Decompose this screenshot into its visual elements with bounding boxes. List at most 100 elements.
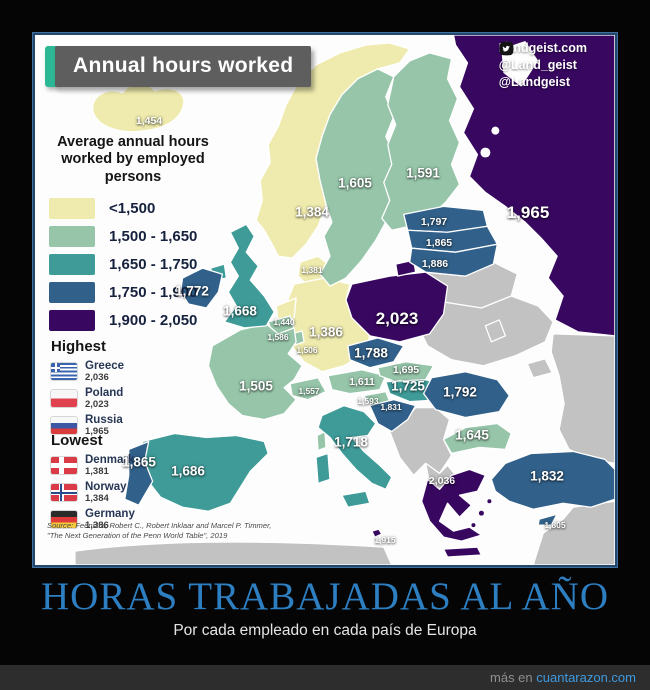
social-handles: Landgeist.com @Land_geist @Landgeist	[499, 41, 587, 92]
greek-island	[478, 510, 484, 516]
rank-value: 1,381	[85, 466, 109, 478]
legend-title: Average annual hours worked by employed …	[57, 134, 209, 185]
highest-title: Highest	[51, 338, 107, 355]
norway-flag	[51, 484, 77, 502]
value-label-norway: 1,384	[295, 204, 329, 220]
value-label-lithuania: 1,886	[421, 258, 449, 270]
source-note: Source: Feenstra, Robert C., Robert Inkl…	[47, 521, 271, 541]
legend-swatch	[49, 198, 95, 220]
value-label-ireland: 1,772	[175, 283, 209, 299]
rank-country: Norway	[85, 481, 127, 494]
greek-island	[471, 523, 476, 528]
country-finland	[381, 52, 461, 231]
value-label-greece: 2,036	[428, 475, 456, 487]
country-lithuania	[409, 243, 498, 277]
legend-label: 1,900 - 2,050	[109, 312, 198, 330]
country-iceland	[92, 82, 185, 133]
value-label-denmark: 1,381	[301, 265, 323, 275]
value-label-romania: 1,792	[443, 384, 477, 400]
rank-row-norway: Norway 1,384	[51, 481, 181, 504]
value-label-belgium: 1,586	[267, 332, 289, 342]
value-label-united-kingdom: 1,668	[223, 303, 257, 319]
poland-flag	[51, 390, 77, 408]
value-label-luxembourg: 1,506	[296, 345, 318, 355]
rank-value: 1,386	[85, 520, 109, 532]
rank-value: 1,965	[85, 426, 109, 438]
rank-value: 2,036	[85, 372, 109, 384]
footer-site-link[interactable]: cuantarazon.com	[536, 670, 636, 685]
country-ireland	[179, 267, 224, 309]
value-label-slovakia: 1,695	[392, 364, 420, 376]
region-middle-east	[532, 500, 615, 565]
legend-label: 1,500 - 1,650	[109, 228, 198, 246]
value-label-portugal: 1,865	[122, 454, 156, 470]
teal-accent-bar	[45, 46, 58, 87]
germany-flag	[51, 511, 77, 529]
value-label-switzerland: 1,557	[298, 386, 320, 396]
infographic-card: Annual hours worked Landgeist.com @Land_g…	[33, 33, 617, 567]
value-label-spain: 1,686	[171, 463, 205, 479]
value-label-turkey: 1,832	[530, 468, 564, 484]
lowest-title: Lowest	[51, 432, 103, 449]
country-france	[207, 323, 303, 421]
europe-map	[74, 35, 615, 565]
value-label-poland: 2,023	[375, 309, 419, 328]
social-handle: Landgeist.com	[498, 41, 587, 55]
rank-row-russia: Russia 1,965	[51, 414, 181, 437]
value-label-france: 1,505	[239, 378, 273, 394]
value-label-germany: 1,386	[309, 324, 343, 340]
rank-country: Greece	[85, 360, 125, 372]
country-italy	[317, 404, 393, 490]
country-romania	[422, 371, 510, 419]
legend-swatch	[49, 310, 95, 332]
lake-onega	[491, 126, 500, 135]
region-crimea	[526, 358, 553, 379]
value-label-netherlands: 1,440	[273, 317, 295, 327]
russia-flag	[51, 417, 77, 435]
rank-value: 1,384	[85, 493, 109, 505]
rank-row-denmark: Denmark 1,381	[51, 454, 181, 477]
country-netherlands	[275, 297, 297, 323]
country-switzerland	[289, 377, 327, 401]
greek-island	[487, 499, 492, 504]
rank-country: Germany	[85, 508, 135, 521]
island-crete	[442, 546, 483, 558]
twitter-icon	[499, 41, 514, 56]
legend-item: <1,500	[49, 198, 217, 220]
meme-title[interactable]: HORAS TRABAJADAS AL AÑO	[40, 575, 609, 618]
rank-country: Russia	[85, 414, 123, 427]
social-row: @Land_geist	[498, 41, 587, 72]
value-label-malta: 1,915	[374, 535, 396, 545]
value-label-hungary: 1,725	[391, 378, 425, 394]
value-label-estonia: 1,797	[420, 216, 448, 228]
legend-item: 1,750 - 1,900	[49, 282, 217, 304]
legend-swatch	[49, 254, 95, 276]
value-label-cyprus: 1,805	[544, 520, 566, 530]
legend-item: 1,900 - 2,050	[49, 310, 217, 332]
country-spain	[140, 432, 269, 512]
region-caucasus	[550, 333, 615, 465]
legend-label: 1,650 - 1,750	[109, 256, 198, 274]
country-portugal	[124, 440, 154, 506]
lake-ladoga	[480, 147, 491, 158]
country-russia	[452, 35, 615, 337]
legend-swatch	[49, 226, 95, 248]
value-label-finland: 1,591	[406, 165, 440, 181]
value-label-russia: 1,965	[506, 203, 550, 222]
social-handle: @Land_geist	[498, 58, 577, 72]
country-czechia	[347, 337, 405, 369]
social-handle: @Landgeist	[498, 75, 571, 89]
source-line-1: Source: Feenstra, Robert C., Robert Inkl…	[47, 521, 272, 530]
value-label-slovenia: 1,593	[357, 396, 379, 406]
greece-flag	[51, 363, 77, 381]
country-norway	[255, 42, 411, 259]
country-greece	[420, 468, 487, 542]
country-bulgaria	[442, 422, 512, 455]
value-label-croatia: 1,831	[380, 402, 402, 412]
value-label-italy: 1,718	[334, 434, 368, 450]
legend-label: 1,750 - 1,900	[109, 284, 198, 302]
legend-item: 1,500 - 1,650	[49, 226, 217, 248]
value-label-bulgaria: 1,645	[455, 427, 489, 443]
country-malta	[371, 528, 383, 538]
